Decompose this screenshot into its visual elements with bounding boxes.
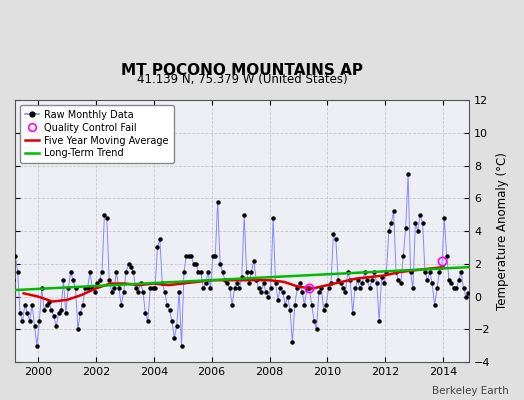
Title: MT POCONO MOUNTAINS AP: MT POCONO MOUNTAINS AP [121, 63, 363, 78]
Text: 41.139 N, 75.379 W (United States): 41.139 N, 75.379 W (United States) [137, 72, 347, 86]
Legend: Raw Monthly Data, Quality Control Fail, Five Year Moving Average, Long-Term Tren: Raw Monthly Data, Quality Control Fail, … [20, 105, 173, 163]
Text: Berkeley Earth: Berkeley Earth [432, 386, 508, 396]
Y-axis label: Temperature Anomaly (°C): Temperature Anomaly (°C) [496, 152, 509, 310]
